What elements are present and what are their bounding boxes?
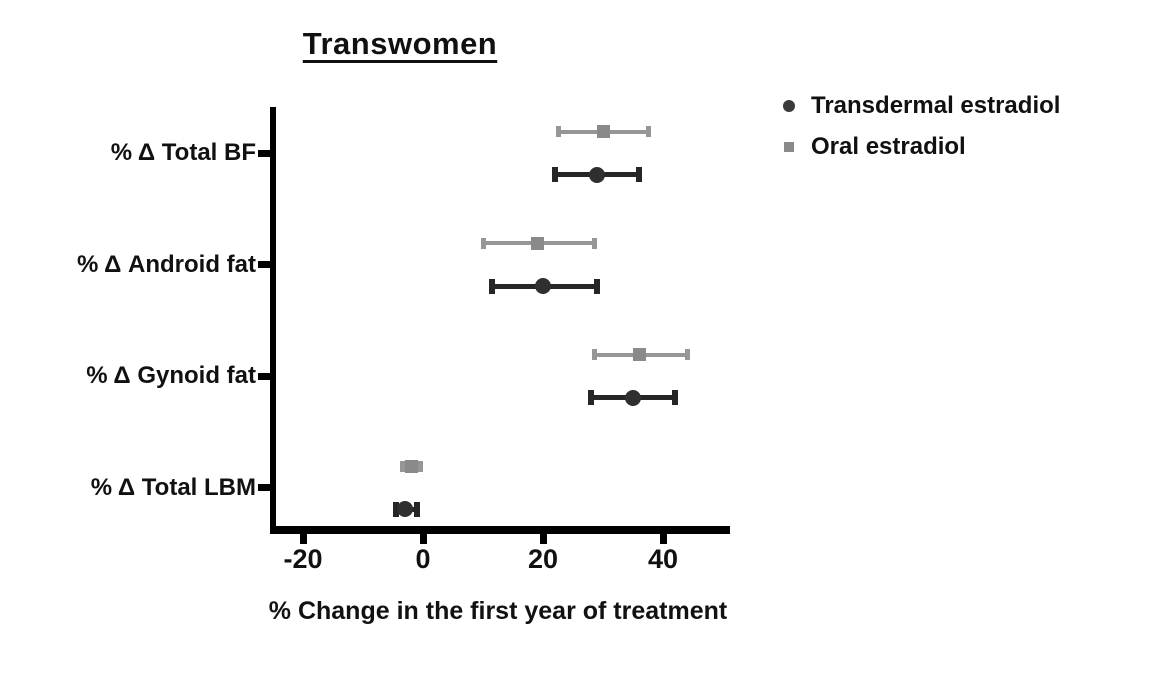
- data-point-circle: [589, 166, 605, 183]
- x-tick-label: 20: [527, 544, 559, 574]
- data-point-circle: [535, 278, 551, 294]
- error-bar-cap-low: [555, 126, 561, 137]
- legend-item: Transdermal estradiol: [782, 92, 1060, 120]
- chart-title: Transwomen: [302, 26, 498, 61]
- data-point-square: [404, 459, 418, 473]
- error-bar-cap-high: [645, 126, 651, 137]
- error-bar-cap-high: [684, 349, 690, 360]
- y-axis-tick: [258, 484, 271, 491]
- legend-label: Transdermal estradiol: [811, 92, 1061, 119]
- data-point-square: [632, 348, 646, 361]
- error-bar-cap-high: [594, 278, 600, 294]
- error-bar-cap-low: [588, 390, 594, 405]
- error-bar-cap-low: [489, 278, 495, 294]
- data-point-square: [596, 125, 610, 138]
- x-axis-tick: [539, 534, 547, 544]
- y-axis-tick: [258, 149, 271, 157]
- legend-square-icon: [782, 142, 796, 152]
- error-bar-cap-high: [414, 501, 420, 517]
- error-bar-cap-low: [552, 167, 558, 182]
- y-axis-tick: [258, 372, 271, 380]
- error-bar-cap-low: [393, 501, 399, 517]
- category-label: % Δ Total BF: [110, 139, 256, 166]
- x-tick-label: -20: [283, 544, 323, 574]
- legend-item: Oral estradiol: [782, 133, 1060, 161]
- category-label: % Δ Android fat: [76, 250, 256, 278]
- legend: Transdermal estradiol Oral estradiol: [782, 92, 1060, 161]
- error-bar-cap-high: [636, 167, 642, 182]
- category-label: % Δ Total LBM: [90, 473, 256, 501]
- legend-circle-icon: [782, 100, 796, 112]
- error-bar-cap-low: [480, 237, 486, 249]
- x-axis-tick: [419, 534, 427, 544]
- x-axis-tick: [659, 534, 667, 544]
- x-tick-label: 0: [415, 544, 431, 574]
- legend-label: Oral estradiol: [811, 133, 966, 160]
- error-bar-cap-low: [399, 460, 405, 472]
- y-axis-tick: [258, 261, 271, 268]
- x-axis-tick: [299, 534, 307, 544]
- error-bar-cap-high: [591, 237, 597, 249]
- category-label: % Δ Gynoid fat: [86, 362, 256, 389]
- x-axis-title: % Change in the first year of treatment: [268, 597, 728, 625]
- error-bar-cap-low: [591, 349, 597, 360]
- data-point-circle: [397, 501, 413, 517]
- x-axis-line: [270, 526, 730, 534]
- error-bar-cap-high: [417, 460, 423, 472]
- data-point-square: [530, 236, 544, 250]
- data-point-circle: [625, 389, 641, 406]
- y-axis-line: [270, 107, 276, 534]
- error-bar-cap-high: [672, 390, 678, 405]
- x-tick-label: 40: [647, 544, 679, 574]
